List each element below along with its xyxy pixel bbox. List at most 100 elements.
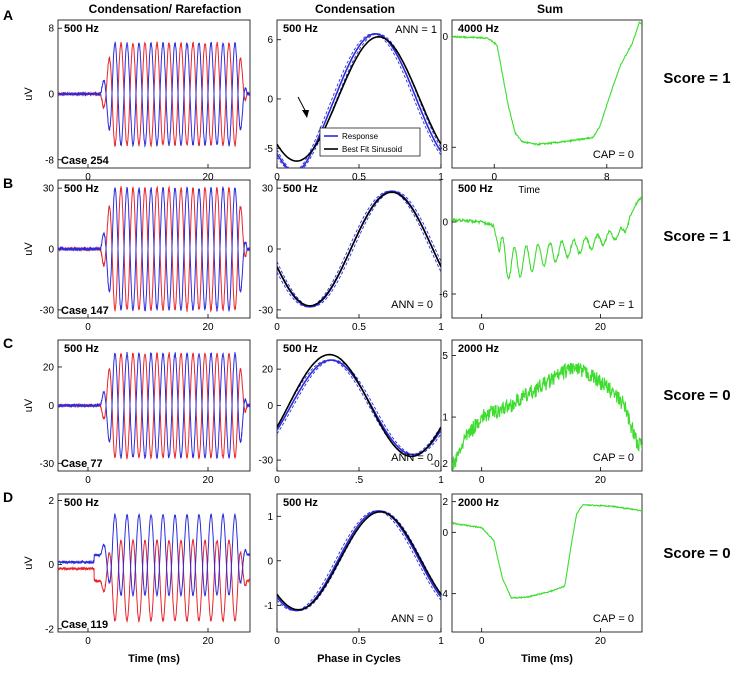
y-tick-label: 0	[48, 401, 54, 412]
plot-area	[58, 351, 250, 460]
x-tick-label: 0	[85, 636, 91, 647]
row-letter-a: A	[3, 7, 13, 23]
x-tick-label: 0.5	[352, 172, 366, 183]
plot-area	[58, 185, 250, 313]
case-label: Case 147	[61, 305, 109, 317]
y-tick-label: 0	[442, 32, 448, 43]
score-d: Score = 0	[663, 545, 730, 562]
panel-a-sum: 0 8 0 -8 4000 Hz CAP = 0	[439, 19, 643, 183]
panel-b-sum: 0 20 0 -6 500 Hz CAP = 1 Time	[439, 179, 643, 333]
x-tick-label: 0	[274, 475, 280, 486]
panel-a-phase: 0 0.5 1 6 0 -5 Response Best Fit Sinusoid 500 Hz…	[264, 19, 444, 183]
fit-curve	[277, 35, 441, 162]
score-a: Score = 1	[663, 70, 730, 87]
x-tick-label: 1	[438, 322, 444, 333]
response-curve	[277, 359, 441, 456]
x-tick-label: 0.5	[352, 636, 366, 647]
x-tick-label: 0	[491, 172, 497, 183]
col-header-condensation: Condensation	[315, 2, 395, 16]
plot-area	[452, 362, 642, 470]
x-tick-label: 0	[479, 636, 485, 647]
x-axis-label: Time (ms)	[521, 653, 573, 665]
response-curve	[277, 190, 441, 308]
legend-label-fit: Best Fit Sinusoid	[342, 145, 402, 154]
y-axis-label: uV	[23, 398, 35, 412]
ann-label: ANN = 1	[395, 24, 437, 36]
axes-frame	[451, 493, 643, 633]
x-tick-label: 8	[604, 172, 610, 183]
response-curve	[277, 359, 441, 456]
x-tick-label: 0	[85, 322, 91, 333]
sum-series	[452, 362, 642, 470]
x-tick-label: 20	[202, 636, 214, 647]
y-tick-label: 0	[442, 528, 448, 539]
y-axis-label: uV	[23, 556, 35, 570]
panel-title: 4000 Hz	[458, 23, 499, 35]
cap-label: CAP = 0	[593, 452, 634, 464]
y-tick-label: -30	[259, 456, 274, 467]
fit-curve	[277, 353, 441, 458]
x-tick-label: 20	[595, 475, 607, 486]
y-tick-label: 30	[43, 184, 55, 195]
waveform-series-rarefaction	[58, 41, 250, 148]
plot-area	[277, 190, 441, 308]
plot-area	[452, 194, 642, 281]
x-tick-label: 1	[438, 475, 444, 486]
x-tick-label: 20	[202, 322, 214, 333]
case-label: Case 77	[61, 458, 103, 470]
axes-frame	[451, 179, 643, 319]
y-tick-label: -8	[439, 143, 448, 154]
axes-frame	[451, 339, 643, 472]
waveform-series-rarefaction	[58, 512, 250, 598]
score-c: Score = 0	[663, 387, 730, 404]
ann-label: ANN = 0	[391, 613, 433, 625]
y-tick-label: -4	[439, 589, 448, 600]
y-tick-label: 0	[267, 556, 273, 567]
panel-title: 500 Hz	[64, 497, 99, 509]
y-tick-label: 8	[48, 24, 54, 35]
panel-title: 500 Hz	[283, 183, 318, 195]
x-tick-label: 20	[202, 475, 214, 486]
x-tick-label: 20	[202, 172, 214, 183]
x-axis-label: Time	[518, 185, 540, 196]
response-curve	[277, 32, 441, 168]
score-b: Score = 1	[663, 228, 730, 245]
y-tick-label: 2	[48, 496, 54, 507]
plot-area	[277, 353, 441, 458]
y-tick-label: -30	[40, 305, 55, 316]
response-curve	[277, 359, 441, 456]
legend: Response Best Fit Sinusoid	[319, 127, 421, 157]
y-tick-label: 0	[267, 94, 273, 105]
fit-curve	[277, 191, 441, 307]
y-tick-label: -5	[264, 144, 273, 155]
y-axis-label: uV	[23, 242, 35, 256]
arrowhead-icon	[302, 110, 309, 118]
x-tick-label: .5	[355, 475, 364, 486]
sum-series	[452, 194, 642, 281]
col-header-waveform: Condensation/ Rarefaction	[89, 2, 242, 16]
panel-title: 500 Hz	[458, 183, 493, 195]
y-tick-label: 0	[267, 245, 273, 256]
response-curve	[277, 510, 441, 612]
y-tick-label: .5	[440, 351, 449, 362]
y-tick-label: -8	[45, 155, 54, 166]
response-curve	[277, 510, 441, 612]
row-letter-c: C	[3, 335, 13, 351]
x-axis-label: Time (ms)	[128, 653, 180, 665]
fit-curve	[277, 510, 441, 611]
y-tick-label: .1	[440, 413, 449, 424]
y-tick-label: 20	[43, 362, 55, 373]
y-tick-label: 0	[267, 401, 273, 412]
panel-title: 500 Hz	[283, 497, 318, 509]
row-letter-d: D	[3, 489, 13, 505]
plot-area	[58, 512, 250, 624]
y-tick-label: -6	[439, 290, 448, 301]
x-tick-label: 1	[438, 172, 444, 183]
y-tick-label: -0.2	[431, 459, 449, 470]
x-tick-label: 20	[595, 322, 607, 333]
